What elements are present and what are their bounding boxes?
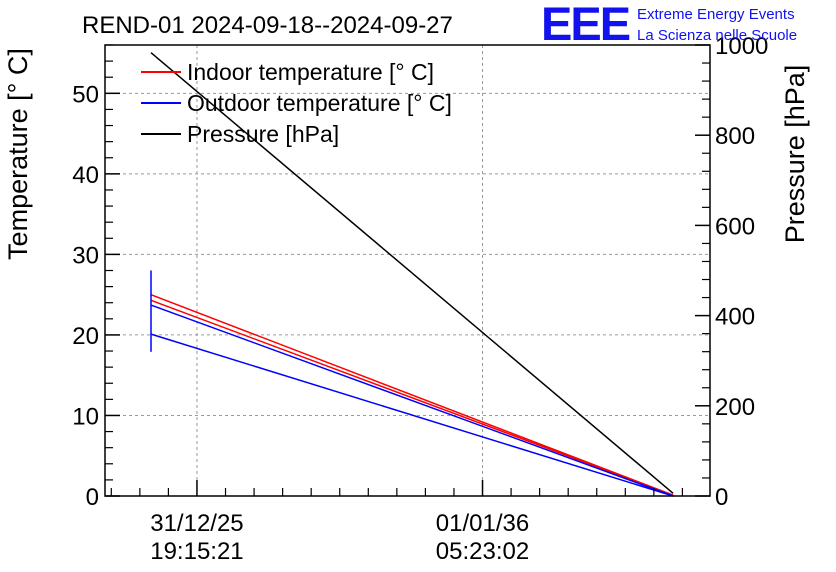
data-series	[150, 52, 674, 497]
logo-mark: EEE	[541, 0, 630, 50]
y-axis-title: Temperature [° C]	[3, 48, 33, 260]
series-line	[150, 304, 674, 497]
y2-tick-label: 800	[715, 123, 755, 150]
x-tick-time: 05:23:02	[436, 538, 529, 565]
logo-line-2: La Scienza nelle Scuole	[637, 27, 797, 44]
chart-title: REND-01 2024-09-18--2024-09-27	[82, 12, 453, 39]
legend: Indoor temperature [° C] Outdoor temperat…	[141, 59, 452, 147]
axis-ticks	[105, 44, 710, 497]
y2-tick-label: 0	[715, 484, 728, 511]
y-tick-label: 50	[72, 81, 99, 108]
eee-logo: EEE Extreme Energy Events La Scienza nel…	[541, 0, 797, 50]
logo-line-1: Extreme Energy Events	[637, 6, 795, 23]
x-tick-time: 19:15:21	[150, 538, 243, 565]
y2-axis-title: Pressure [hPa]	[780, 65, 810, 244]
y2-tick-label: 200	[715, 394, 755, 421]
series-line	[150, 299, 674, 496]
series-line	[150, 293, 674, 496]
legend-label: Pressure [hPa]	[187, 121, 339, 147]
y-tick-label: 20	[72, 323, 99, 350]
tick-labels: 0 10 20 30 40 50 0 200 400 600 800 1000 31/12/2519:1…	[72, 33, 768, 565]
y-tick-label: 30	[72, 242, 99, 269]
y-tick-label: 40	[72, 162, 99, 189]
y2-tick-label: 400	[715, 304, 755, 331]
y-tick-label: 10	[72, 403, 99, 430]
legend-label: Outdoor temperature [° C]	[187, 90, 452, 116]
series-line	[150, 333, 674, 497]
series-line	[150, 52, 674, 494]
y2-tick-label: 600	[715, 213, 755, 240]
y2-tick-label: 1000	[715, 33, 768, 60]
legend-label: Indoor temperature [° C]	[187, 59, 434, 85]
x-tick-date: 31/12/25	[150, 510, 243, 537]
grid-lines	[105, 45, 710, 496]
x-tick-date: 01/01/36	[436, 510, 529, 537]
y-tick-label: 0	[86, 484, 99, 511]
